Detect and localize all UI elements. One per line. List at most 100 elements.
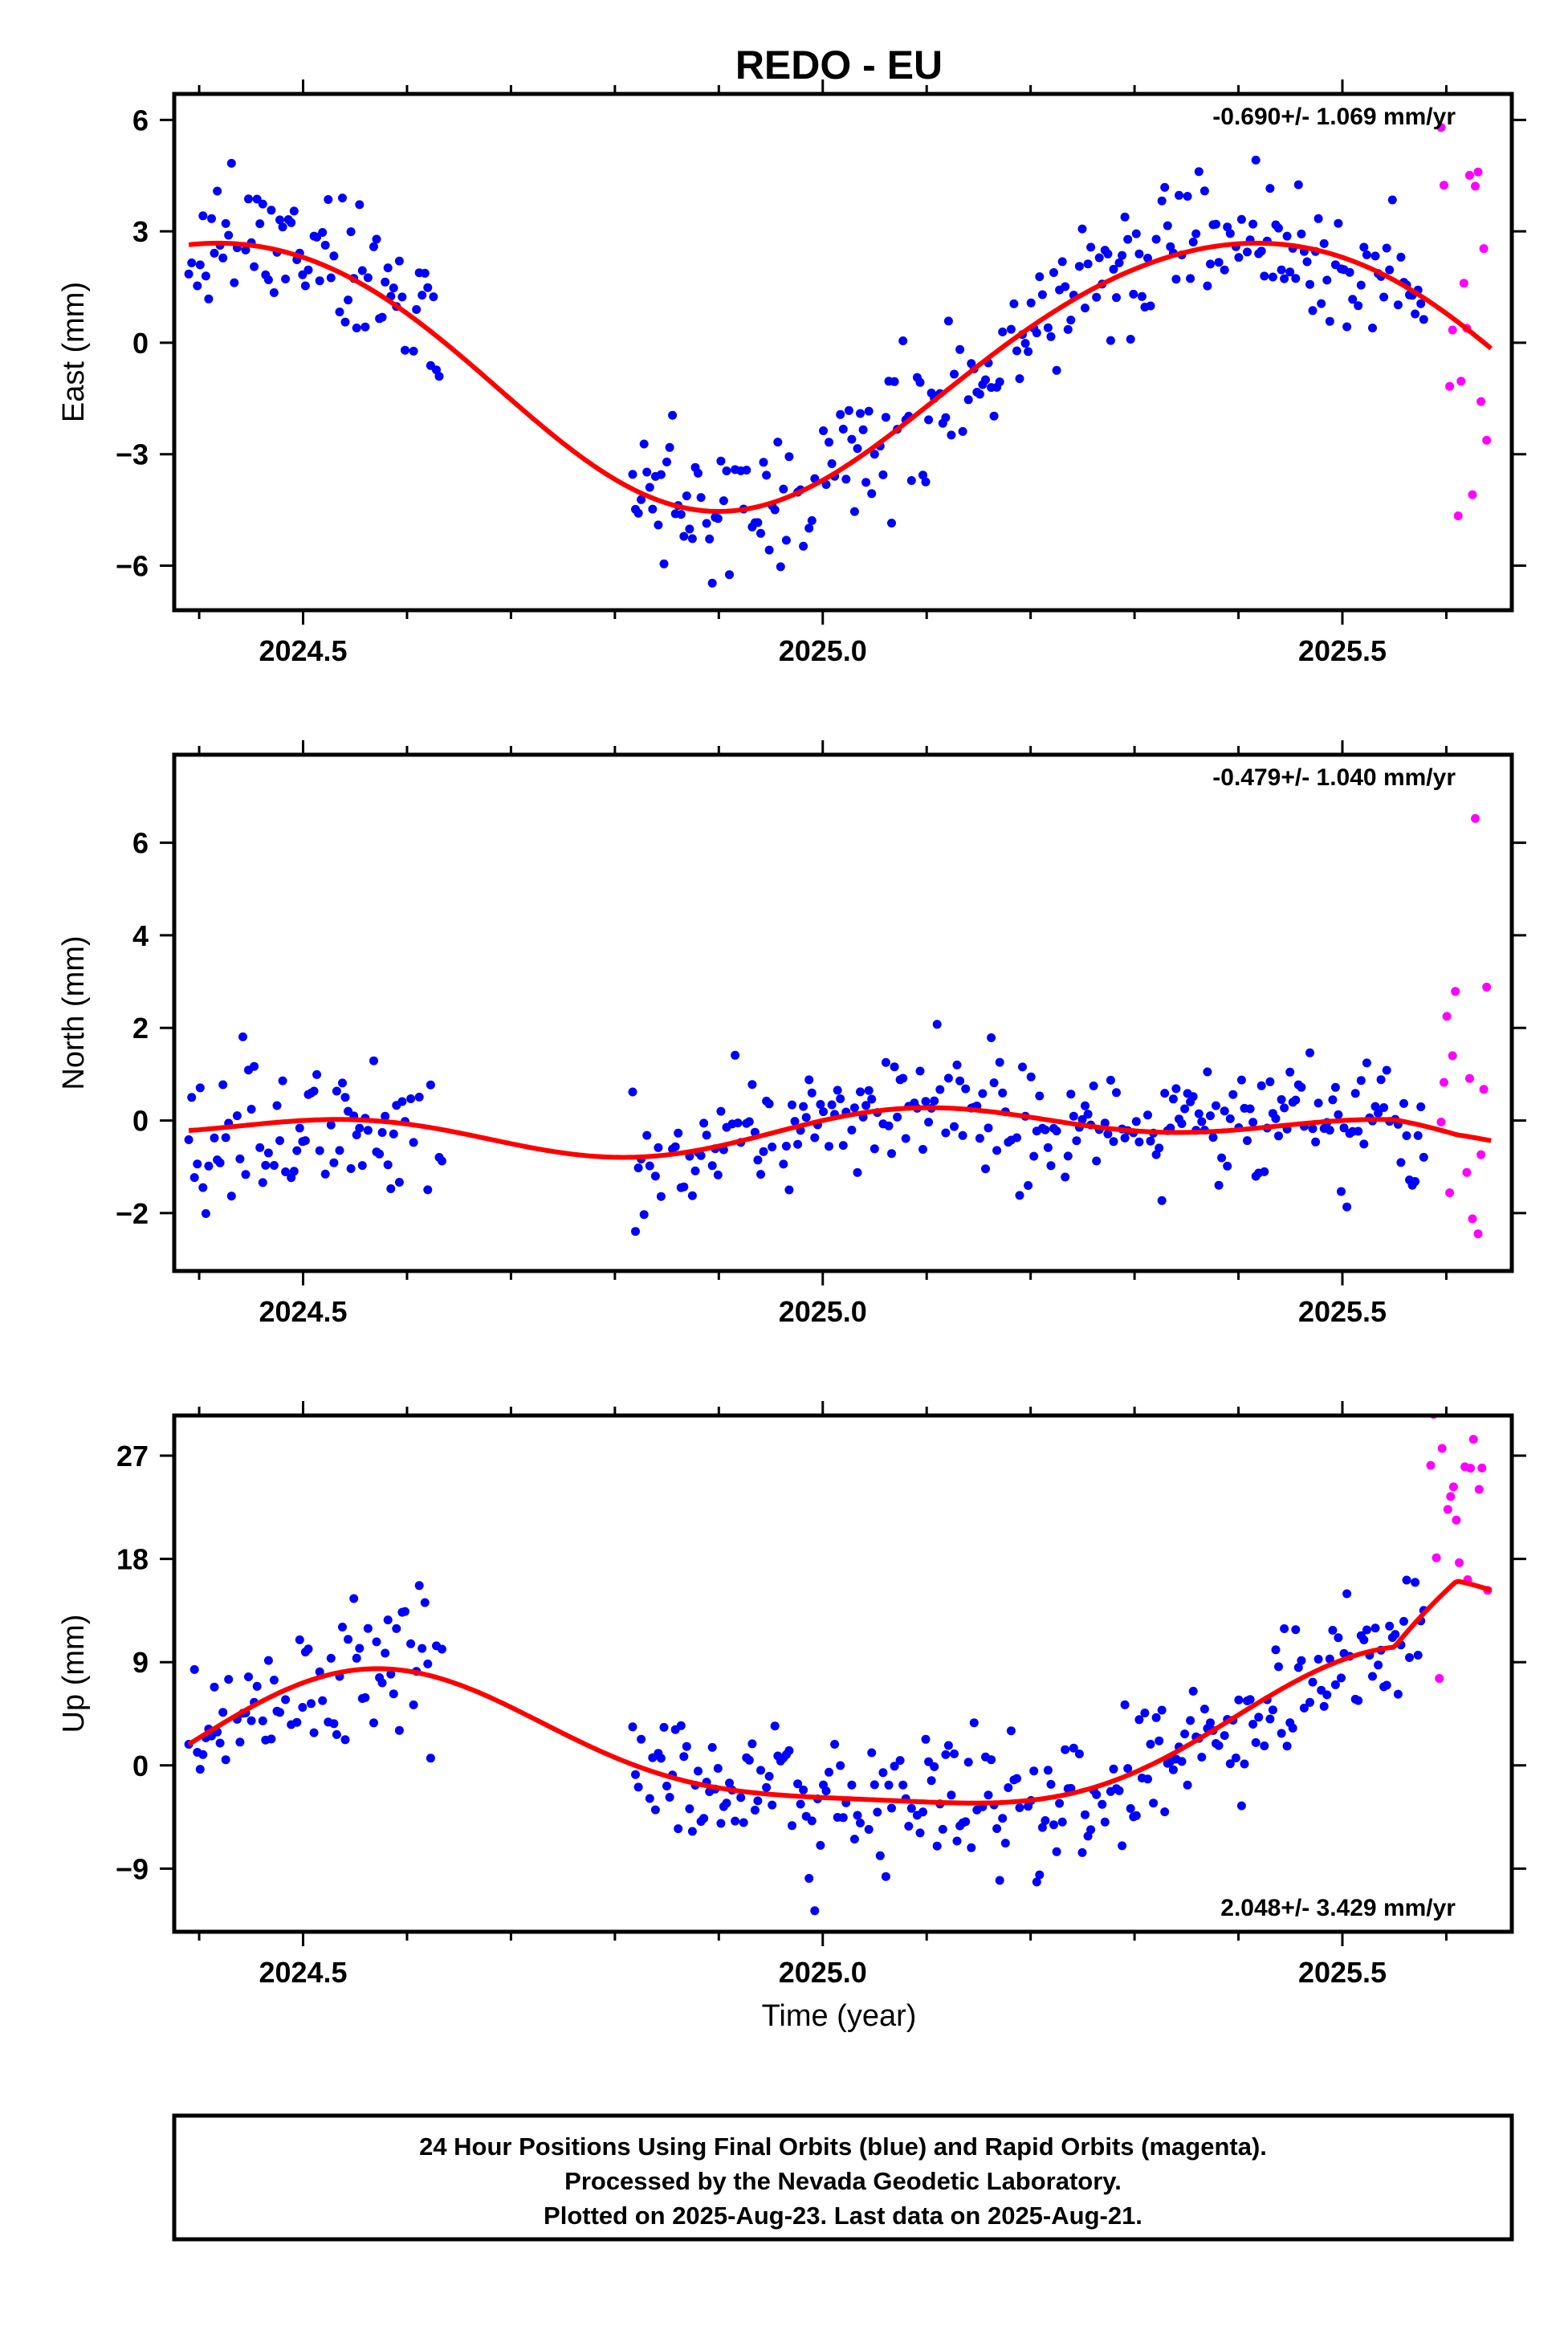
up-final-point: [1168, 1765, 1178, 1774]
up-final-point: [326, 1653, 336, 1663]
north-final-point: [1291, 1095, 1301, 1105]
north-final-point: [1081, 1101, 1089, 1110]
up-final-point: [1291, 1625, 1301, 1635]
north-final-point: [329, 1158, 339, 1167]
up-final-point: [244, 1672, 253, 1681]
north-final-point: [241, 1170, 250, 1179]
east-final-point: [255, 219, 265, 229]
up-final-point: [1374, 1660, 1383, 1670]
north-final-point: [1413, 1130, 1423, 1140]
east-final-point: [1362, 250, 1371, 259]
north-final-point: [932, 1020, 942, 1029]
north-final-point: [915, 1066, 925, 1076]
north-final-point: [861, 1101, 871, 1110]
east-final-point: [267, 206, 276, 215]
north-final-point: [263, 1148, 273, 1158]
up-final-point: [292, 1717, 302, 1727]
up-final-point: [788, 1821, 796, 1831]
east-final-point: [1171, 275, 1181, 284]
north-final-point: [1354, 1126, 1363, 1136]
north-model-curve: [188, 1105, 1492, 1160]
up-rapid-point: [1448, 1482, 1458, 1492]
east-final-point: [1009, 299, 1019, 308]
up-model-curve: [187, 1578, 1493, 1806]
up-final-point: [1334, 1633, 1343, 1643]
up-final-point: [1282, 1741, 1292, 1751]
east-final-point: [1126, 335, 1135, 344]
east-final-point: [668, 410, 678, 420]
north-rapid-point: [1476, 1150, 1486, 1159]
east-final-point: [941, 413, 951, 422]
east-final-point: [324, 195, 333, 204]
north-final-point: [998, 1088, 1008, 1098]
footer-box: 24 Hour Positions Using Final Orbits (bl…: [172, 2113, 1514, 2242]
east-final-point: [423, 283, 433, 292]
north-final-point: [981, 1164, 990, 1174]
up-final-point: [1206, 1718, 1215, 1728]
north-final-point: [346, 1164, 356, 1173]
up-plot-area: [184, 1416, 1493, 1916]
north-final-point: [864, 1086, 874, 1095]
up-final-point: [1037, 1823, 1047, 1832]
east-final-point: [198, 211, 208, 221]
east-final-point: [707, 578, 717, 588]
east-final-point: [369, 242, 378, 251]
east-final-point: [401, 345, 409, 355]
east-final-point: [1092, 292, 1102, 302]
up-final-point: [1251, 1737, 1261, 1747]
north-final-point: [1228, 1090, 1238, 1099]
north-final-point: [1026, 1072, 1036, 1081]
up-final-point: [1061, 1745, 1070, 1754]
east-final-point: [1194, 167, 1203, 177]
up-final-point: [1337, 1673, 1346, 1683]
east-final-point: [1265, 184, 1275, 193]
up-final-point: [309, 1728, 319, 1737]
east-final-point: [1302, 257, 1312, 267]
footer-line-3: Plotted on 2025-Aug-23. Last data on 202…: [544, 2202, 1142, 2230]
east-final-point: [713, 514, 723, 523]
north-final-point: [670, 1142, 680, 1151]
up-final-point: [1362, 1625, 1371, 1635]
up-final-point: [725, 1778, 734, 1788]
north-plot-area: [184, 813, 1492, 1239]
east-final-point: [346, 227, 356, 237]
north-rapid-point: [1482, 982, 1492, 992]
east-final-point: [1012, 346, 1021, 356]
north-final-point: [631, 1227, 640, 1236]
east-ytick-label: −6: [116, 549, 149, 582]
up-final-point: [1234, 1695, 1244, 1705]
up-final-point: [1299, 1703, 1309, 1713]
north-final-point: [426, 1080, 435, 1090]
north-final-point: [1083, 1110, 1093, 1119]
east-final-point: [1370, 251, 1380, 261]
up-final-point: [1131, 1811, 1141, 1820]
up-final-point: [1043, 1766, 1053, 1775]
east-final-point: [861, 478, 871, 487]
east-final-point: [853, 444, 862, 454]
east-final-point: [1134, 249, 1144, 259]
east-final-point: [742, 466, 751, 475]
north-final-point: [332, 1086, 341, 1096]
east-final-point: [300, 281, 310, 291]
up-final-point: [1081, 1810, 1089, 1819]
up-final-point: [930, 1762, 939, 1771]
north-final-point: [1106, 1075, 1115, 1085]
up-final-point: [1086, 1825, 1096, 1835]
up-final-point: [1160, 1807, 1170, 1817]
north-final-point: [281, 1167, 291, 1176]
up-final-point: [215, 1738, 225, 1748]
east-final-point: [1260, 271, 1269, 281]
up-final-point: [1236, 1801, 1246, 1811]
east-final-point: [955, 344, 965, 354]
east-final-point: [685, 524, 694, 534]
up-final-point: [1271, 1645, 1281, 1655]
east-final-point: [781, 536, 791, 545]
north-final-point: [987, 1033, 996, 1042]
east-final-point: [1109, 264, 1118, 274]
up-final-point: [830, 1740, 840, 1749]
north-final-point: [1015, 1191, 1024, 1200]
east-final-point: [355, 200, 365, 210]
north-final-point: [1194, 1109, 1203, 1118]
up-final-point: [1029, 1766, 1039, 1776]
north-final-point: [383, 1160, 393, 1170]
